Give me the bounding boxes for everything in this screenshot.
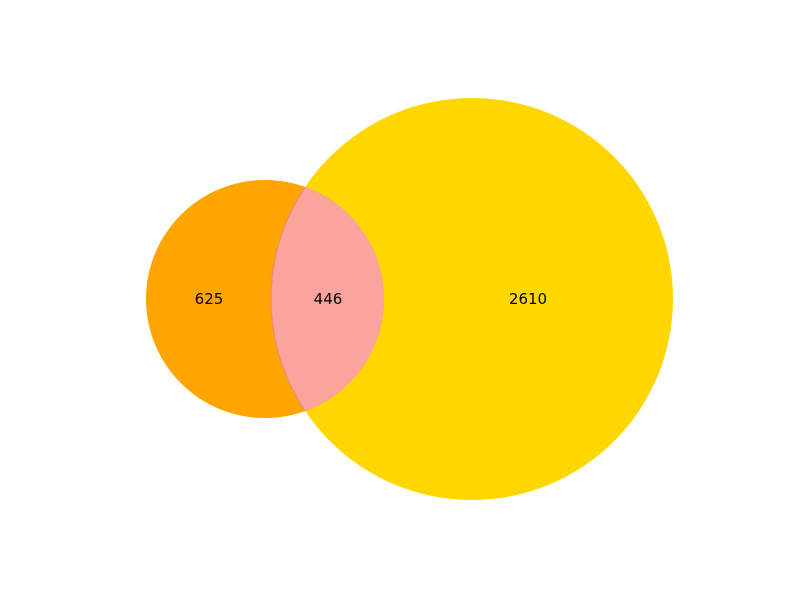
only-a-count-label: 625 <box>195 290 224 308</box>
only-b-count-label: 2610 <box>509 290 547 308</box>
intersection-outline <box>270 180 384 418</box>
set-b-circle <box>271 98 673 500</box>
intersection-count-label: 446 <box>314 290 343 308</box>
